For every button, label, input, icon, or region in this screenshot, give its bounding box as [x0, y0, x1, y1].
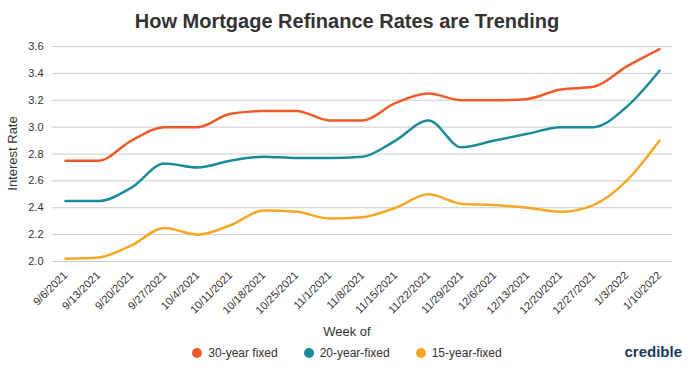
svg-text:1/3/2022: 1/3/2022	[591, 268, 631, 308]
svg-text:12/27/2021: 12/27/2021	[550, 269, 597, 316]
svg-text:12/20/2021: 12/20/2021	[517, 268, 565, 317]
html-text:20-year-fixed: 20-year-fixed	[319, 346, 390, 360]
svg-text:10/11/2021: 10/11/2021	[187, 268, 235, 316]
svg-text:2.8: 2.8	[28, 148, 43, 160]
html-text:15-year-fixed: 15-year-fixed	[431, 346, 502, 360]
html-text:30-year fixed: 30-year fixed	[208, 346, 278, 360]
svg-text:2.2: 2.2	[28, 228, 43, 240]
html-text:Interest Rate: Interest Rate	[4, 115, 20, 191]
svg-text:3.2: 3.2	[28, 94, 43, 106]
svg-text:3.0: 3.0	[28, 121, 43, 133]
svg-text:11/15/2021: 11/15/2021	[352, 268, 400, 316]
svg-text:2.4: 2.4	[28, 201, 43, 213]
svg-text:11/8/2021: 11/8/2021	[323, 268, 367, 312]
svg-text:1/10/2022: 1/10/2022	[620, 269, 663, 312]
svg-text:11/1/2021: 11/1/2021	[290, 268, 334, 312]
svg-text:3.6: 3.6	[28, 40, 43, 52]
html-text:Week of: Week of	[323, 324, 371, 339]
svg-text:3.4: 3.4	[28, 67, 43, 79]
svg-text:11/29/2021: 11/29/2021	[419, 269, 466, 316]
html-text:credible: credible	[624, 343, 682, 360]
svg-text:9/27/2021: 9/27/2021	[125, 268, 169, 312]
svg-text:2.0: 2.0	[28, 255, 43, 267]
svg-text:2.6: 2.6	[28, 174, 43, 186]
svg-text:10/4/2021: 10/4/2021	[158, 268, 202, 312]
svg-text:12/13/2021: 12/13/2021	[484, 268, 532, 317]
svg-text:12/6/2021: 12/6/2021	[455, 268, 499, 312]
svg-text:9/13/2021: 9/13/2021	[59, 268, 103, 312]
svg-text:10/18/2021: 10/18/2021	[220, 268, 268, 317]
svg-text:10/25/2021: 10/25/2021	[253, 269, 300, 316]
svg-text:9/6/2021: 9/6/2021	[30, 268, 70, 308]
svg-text:9/20/2021: 9/20/2021	[92, 268, 136, 312]
svg-text:11/22/2021: 11/22/2021	[385, 268, 433, 316]
html-text:How Mortgage Refinance Rates a: How Mortgage Refinance Rates are Trendin…	[134, 10, 560, 32]
